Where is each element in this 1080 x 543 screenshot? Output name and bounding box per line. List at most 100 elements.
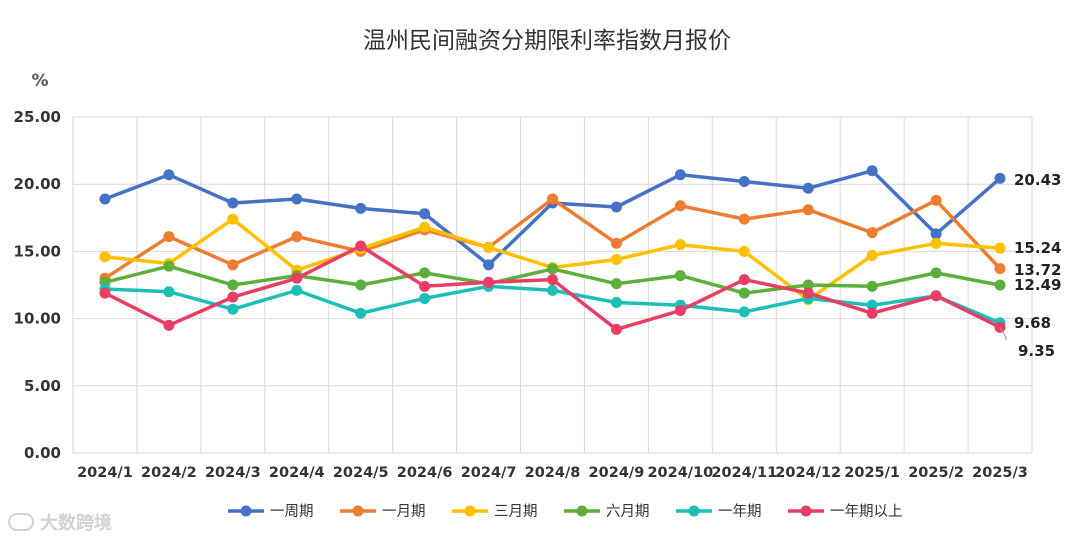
- data-point[interactable]: [419, 208, 431, 220]
- data-point[interactable]: [163, 286, 175, 298]
- data-point[interactable]: [419, 280, 431, 292]
- data-point[interactable]: [355, 307, 367, 319]
- legend-marker-icon: [464, 505, 476, 517]
- data-point[interactable]: [930, 290, 942, 302]
- legend-item[interactable]: 一周期: [228, 503, 314, 520]
- data-point[interactable]: [483, 259, 495, 271]
- data-point[interactable]: [610, 278, 622, 290]
- x-tick-label: 2025/3: [972, 465, 1028, 481]
- y-tick-label: 10.00: [14, 310, 61, 328]
- x-tick-label: 2024/8: [525, 465, 581, 481]
- data-point[interactable]: [355, 279, 367, 291]
- data-point[interactable]: [994, 172, 1006, 184]
- data-point[interactable]: [547, 263, 558, 275]
- data-point[interactable]: [930, 194, 942, 206]
- legend-marker-icon: [352, 505, 364, 517]
- end-value-label: 9.35: [1018, 342, 1055, 360]
- data-point[interactable]: [227, 197, 239, 209]
- data-point[interactable]: [994, 279, 1006, 291]
- data-point[interactable]: [738, 287, 750, 299]
- data-point[interactable]: [483, 241, 495, 253]
- data-point[interactable]: [547, 274, 558, 286]
- data-point[interactable]: [99, 251, 111, 263]
- data-point[interactable]: [291, 272, 303, 284]
- data-point[interactable]: [930, 228, 942, 240]
- x-tick-label: 2024/7: [461, 465, 517, 481]
- data-point[interactable]: [738, 213, 750, 225]
- legend-marker-icon: [240, 505, 252, 517]
- data-point[interactable]: [163, 260, 175, 272]
- data-point[interactable]: [547, 193, 558, 205]
- data-point[interactable]: [291, 284, 303, 296]
- series-6: [99, 240, 1006, 335]
- data-point[interactable]: [291, 193, 303, 205]
- data-point[interactable]: [163, 169, 175, 181]
- data-point[interactable]: [866, 299, 878, 311]
- data-point[interactable]: [674, 200, 686, 212]
- legend[interactable]: 一周期 一月期 三月期 六月期 一年期 一年期以上: [228, 503, 903, 520]
- data-point[interactable]: [547, 284, 558, 296]
- x-tick-label: 2024/11: [711, 465, 777, 481]
- data-point[interactable]: [802, 204, 814, 216]
- data-point[interactable]: [674, 239, 686, 251]
- x-tick-label: 2024/5: [333, 465, 389, 481]
- data-point[interactable]: [227, 259, 239, 271]
- data-point[interactable]: [674, 305, 686, 317]
- legend-item[interactable]: 一月期: [340, 503, 426, 520]
- data-point[interactable]: [610, 237, 622, 249]
- data-point[interactable]: [99, 193, 111, 205]
- series-4: [99, 260, 1006, 299]
- data-point[interactable]: [866, 280, 878, 292]
- y-tick-label: 0.00: [24, 444, 61, 462]
- x-tick-label: 2025/1: [844, 465, 900, 481]
- data-point[interactable]: [866, 227, 878, 239]
- data-point[interactable]: [802, 279, 814, 291]
- x-tick-label: 2024/9: [589, 465, 645, 481]
- data-point[interactable]: [610, 296, 622, 308]
- legend-item[interactable]: 一年期: [676, 503, 762, 520]
- data-point[interactable]: [227, 303, 239, 315]
- data-point[interactable]: [163, 319, 175, 331]
- legend-label: 一月期: [382, 503, 426, 520]
- data-point[interactable]: [738, 274, 750, 286]
- legend-item[interactable]: 三月期: [452, 503, 538, 520]
- data-point[interactable]: [674, 270, 686, 282]
- watermark: 大数跨境: [8, 509, 112, 535]
- data-point[interactable]: [355, 202, 367, 214]
- data-point[interactable]: [610, 323, 622, 335]
- x-tick-label: 2024/12: [775, 465, 841, 481]
- data-point[interactable]: [738, 245, 750, 257]
- data-point[interactable]: [163, 231, 175, 243]
- watermark-logo-icon: [8, 513, 34, 531]
- data-point[interactable]: [866, 307, 878, 319]
- data-point[interactable]: [802, 182, 814, 194]
- data-point[interactable]: [419, 292, 431, 304]
- data-point[interactable]: [227, 279, 239, 291]
- data-point[interactable]: [291, 231, 303, 243]
- watermark-text: 大数跨境: [40, 513, 112, 534]
- series-lines: [99, 165, 1006, 335]
- data-point[interactable]: [610, 201, 622, 213]
- data-point[interactable]: [866, 249, 878, 261]
- data-point[interactable]: [610, 253, 622, 265]
- data-point[interactable]: [738, 306, 750, 318]
- data-point[interactable]: [419, 267, 431, 279]
- data-point[interactable]: [227, 291, 239, 303]
- x-tick-label: 2024/4: [269, 465, 325, 481]
- legend-item[interactable]: 一年期以上: [788, 503, 903, 520]
- data-point[interactable]: [802, 287, 814, 299]
- data-point[interactable]: [483, 276, 495, 288]
- data-point[interactable]: [930, 237, 942, 249]
- data-point[interactable]: [994, 242, 1006, 254]
- legend-item[interactable]: 六月期: [564, 503, 650, 520]
- data-point[interactable]: [994, 263, 1006, 275]
- data-point[interactable]: [355, 240, 367, 252]
- data-point[interactable]: [930, 267, 942, 279]
- data-point[interactable]: [674, 169, 686, 181]
- data-point[interactable]: [99, 287, 111, 299]
- data-point[interactable]: [866, 165, 878, 177]
- data-point[interactable]: [738, 176, 750, 188]
- data-point[interactable]: [419, 221, 431, 233]
- data-point[interactable]: [227, 213, 239, 225]
